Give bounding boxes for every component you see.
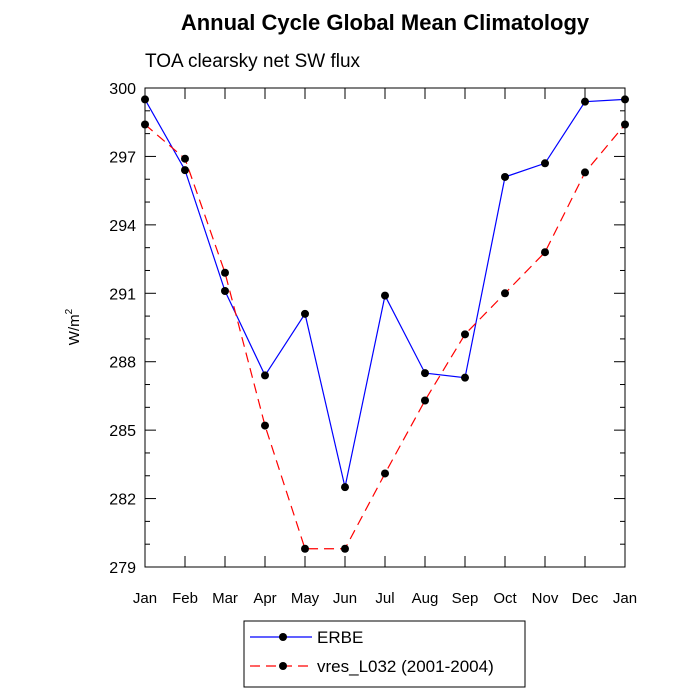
data-point-series-1 (541, 248, 549, 257)
x-tick-label: Mar (212, 590, 238, 607)
data-point-series-1 (461, 330, 469, 339)
data-point-series-1 (181, 154, 189, 163)
series-line-1 (144, 124, 626, 550)
data-point-series-0 (341, 483, 349, 492)
x-tick-label: Sep (452, 590, 479, 607)
data-point-series-0 (221, 287, 229, 296)
x-tick-label: Dec (572, 590, 599, 607)
legend-label-1: vres_L032 (2001-2004) (317, 657, 494, 676)
y-axis-label: W/m2 (64, 308, 83, 345)
data-point-series-1 (501, 289, 509, 298)
data-point-series-0 (181, 166, 189, 175)
data-point-series-0 (381, 291, 389, 300)
x-tick-label: Jan (133, 590, 157, 607)
data-point-series-1 (301, 544, 309, 553)
data-point-series-1 (261, 421, 269, 430)
data-point-series-0 (581, 97, 589, 106)
x-tick-label: Jan (613, 590, 637, 607)
x-tick-label: Jul (375, 590, 394, 607)
x-tick-label: Aug (412, 590, 439, 607)
y-axis-label-text: W/m (66, 314, 83, 345)
x-ticks: Jan Feb Mar Apr May Jun Jul Aug Sep Oct Nov Dec Jan (133, 88, 637, 607)
x-tick-label: Oct (493, 590, 517, 607)
data-point-series-0 (621, 95, 629, 104)
y-tick-label: 294 (109, 218, 136, 235)
legend-marker-1 (279, 662, 287, 670)
data-point-series-0 (301, 309, 309, 318)
y-tick-label: 285 (109, 423, 136, 440)
y-tick-label: 297 (109, 149, 136, 166)
data-point-series-0 (421, 369, 429, 378)
legend-items: ERBE vres_L032 (2001-2004) (250, 628, 494, 676)
legend (243, 620, 526, 688)
data-point-series-1 (341, 544, 349, 553)
y-tick-label: 279 (109, 560, 136, 577)
data-point-series-1 (621, 120, 629, 129)
chart-subtitle: TOA clearsky net SW flux (145, 51, 361, 72)
x-tick-label: Apr (253, 590, 276, 607)
y-tick-label: 282 (109, 492, 136, 509)
legend-label-0: ERBE (317, 628, 363, 647)
x-tick-label: Feb (172, 590, 198, 607)
y-tick-label: 288 (109, 355, 136, 372)
data-point-series-1 (581, 168, 589, 177)
svg-text:W/m2: W/m2 (64, 308, 83, 345)
x-tick-label: Nov (532, 590, 559, 607)
series-layer (141, 95, 629, 553)
data-point-series-0 (461, 373, 469, 382)
y-tick-label: 300 (109, 81, 136, 98)
data-point-series-0 (501, 172, 509, 181)
y-axis-label-superscript: 2 (64, 308, 75, 314)
data-point-series-0 (261, 371, 269, 380)
data-point-series-1 (221, 268, 229, 277)
x-tick-label: Jun (333, 590, 357, 607)
y-tick-label: 291 (109, 286, 136, 303)
plot-frame (144, 87, 626, 568)
data-point-series-0 (541, 159, 549, 168)
legend-marker-0 (279, 633, 287, 641)
chart-title: Annual Cycle Global Mean Climatology (181, 10, 590, 35)
data-point-series-1 (421, 396, 429, 405)
data-point-series-1 (381, 469, 389, 478)
x-tick-label: May (291, 590, 320, 607)
data-point-series-0 (141, 95, 149, 104)
y-ticks: 279 282 285 288 291 294 297 300 (109, 81, 625, 577)
data-point-series-1 (141, 120, 149, 129)
